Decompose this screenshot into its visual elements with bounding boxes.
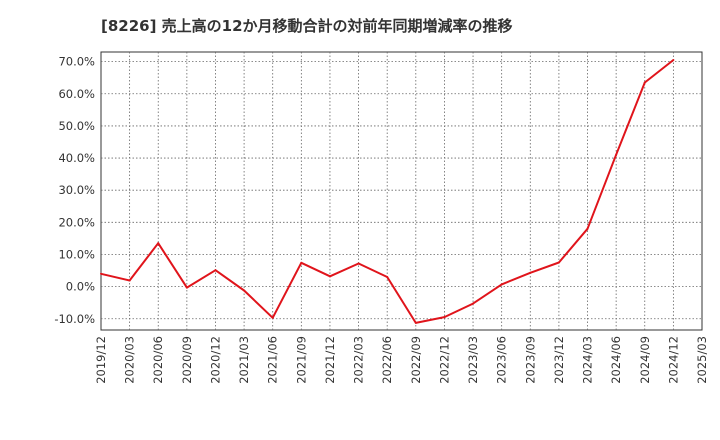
x-tick-label: 2020/12 <box>208 336 222 384</box>
x-tick-label: 2023/03 <box>466 336 480 384</box>
data-point <box>472 302 475 305</box>
data-point <box>529 271 532 274</box>
y-axis: 70.0% 60.0% 50.0% 40.0% 30.0% 20.0% 10.0% 0.0% -… <box>54 55 95 326</box>
data-point <box>300 261 303 264</box>
x-tick-label: 2024/03 <box>581 336 595 384</box>
gridlines <box>101 52 702 330</box>
x-tick-label: 2019/12 <box>94 336 108 384</box>
y-tick-label: 50.0% <box>58 119 95 133</box>
data-point <box>243 289 246 292</box>
data-point <box>443 316 446 319</box>
x-axis: 2019/12 2020/03 2020/06 2020/09 2020/12 2021/… <box>94 336 709 384</box>
x-tick-label: 2022/03 <box>352 336 366 384</box>
data-point <box>672 59 675 62</box>
y-tick-label: 30.0% <box>58 183 95 197</box>
x-tick-label: 2022/12 <box>437 336 451 384</box>
x-tick-label: 2024/06 <box>609 336 623 384</box>
data-point <box>214 269 217 272</box>
data-point <box>328 275 331 278</box>
x-tick-label: 2024/09 <box>638 336 652 384</box>
y-tick-label: 40.0% <box>58 151 95 165</box>
x-tick-label: 2022/06 <box>380 336 394 384</box>
x-tick-label: 2020/06 <box>151 336 165 384</box>
data-point <box>615 153 618 156</box>
x-tick-label: 2021/06 <box>266 336 280 384</box>
x-tick-label: 2022/09 <box>409 336 423 384</box>
data-point <box>643 81 646 84</box>
data-point <box>357 262 360 265</box>
x-tick-label: 2021/03 <box>237 336 251 384</box>
y-tick-label: 10.0% <box>58 247 95 261</box>
x-tick-label: 2025/03 <box>695 336 709 384</box>
data-point <box>586 227 589 230</box>
x-tick-label: 2023/06 <box>495 336 509 384</box>
x-tick-label: 2024/12 <box>666 336 680 384</box>
plot-area <box>100 51 703 331</box>
y-tick-label: 70.0% <box>58 55 95 69</box>
data-point <box>386 275 389 278</box>
y-tick-label: 20.0% <box>58 215 95 229</box>
x-tick-label: 2021/09 <box>294 336 308 384</box>
x-tick-label: 2023/09 <box>523 336 537 384</box>
y-tick-label: 60.0% <box>58 87 95 101</box>
chart-title: [8226] 売上高の12か月移動合計の対前年同期増減率の推移 <box>101 17 513 35</box>
data-point <box>414 321 417 324</box>
x-tick-label: 2023/12 <box>552 336 566 384</box>
data-point <box>271 316 274 319</box>
series-layer <box>100 59 675 324</box>
x-tick-label: 2020/03 <box>123 336 137 384</box>
y-tick-label: -10.0% <box>54 312 95 326</box>
data-point <box>100 272 102 275</box>
data-point <box>557 261 560 264</box>
y-tick-label: 0.0% <box>66 280 95 294</box>
data-point <box>185 286 188 289</box>
x-tick-label: 2020/09 <box>180 336 194 384</box>
data-point <box>157 242 160 245</box>
x-tick-label: 2021/12 <box>323 336 337 384</box>
data-point <box>128 279 131 282</box>
data-point <box>500 283 503 286</box>
